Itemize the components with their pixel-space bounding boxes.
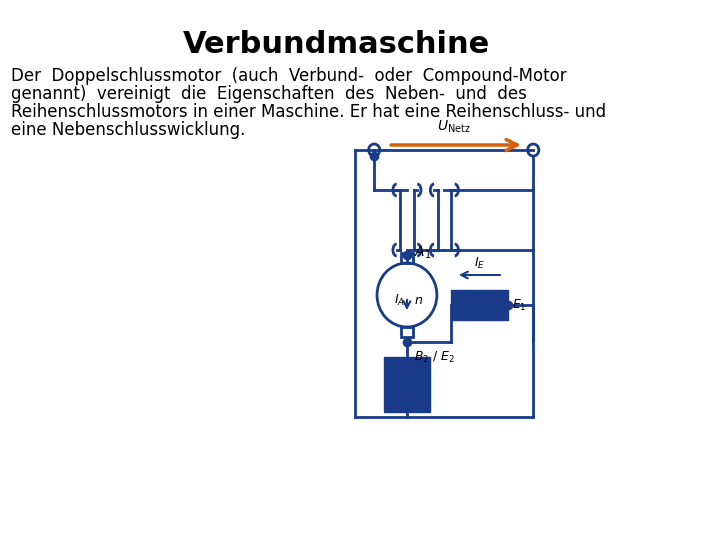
Text: Verbundmaschine: Verbundmaschine xyxy=(183,30,490,59)
Bar xyxy=(401,327,413,337)
Text: $A_1$: $A_1$ xyxy=(415,245,432,261)
Text: $U_{\rm Netz}$: $U_{\rm Netz}$ xyxy=(437,119,471,135)
Text: $B_2\ /\ E_2$: $B_2\ /\ E_2$ xyxy=(415,350,456,365)
Text: eine Nebenschlusswicklung.: eine Nebenschlusswicklung. xyxy=(12,121,246,139)
Text: Reihenschlussmotors in einer Maschine. Er hat eine Reihenschluss- und: Reihenschlussmotors in einer Maschine. E… xyxy=(12,103,606,121)
Bar xyxy=(384,357,431,412)
Text: $I_E$: $I_E$ xyxy=(474,256,485,271)
Text: $I_A$: $I_A$ xyxy=(394,293,405,308)
Text: $n$: $n$ xyxy=(415,294,423,307)
Bar xyxy=(451,290,508,320)
Text: $E_1$: $E_1$ xyxy=(512,298,527,313)
Text: Der  Doppelschlussmotor  (auch  Verbund-  oder  Compound-Motor: Der Doppelschlussmotor (auch Verbund- od… xyxy=(12,67,567,85)
Bar xyxy=(401,253,413,263)
Text: genannt)  vereinigt  die  Eigenschaften  des  Neben-  und  des: genannt) vereinigt die Eigenschaften des… xyxy=(12,85,527,103)
